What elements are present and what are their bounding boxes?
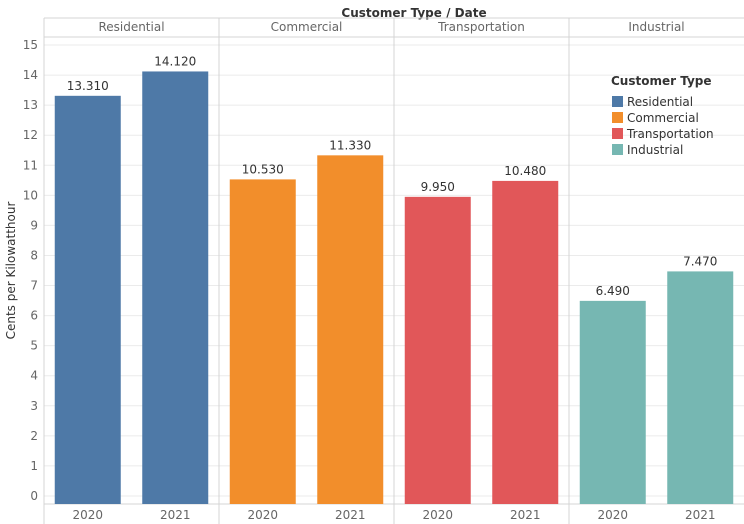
bar-value-label: 9.950 xyxy=(421,180,455,194)
bar-value-label: 10.530 xyxy=(242,162,284,176)
x-tick-label: 2021 xyxy=(685,508,716,522)
legend-item-label: Industrial xyxy=(627,143,683,157)
bar[interactable] xyxy=(54,95,121,504)
x-tick-label: 2020 xyxy=(422,508,453,522)
legend: Customer Type Residential Commercial Transp… xyxy=(611,74,714,157)
bar[interactable] xyxy=(404,196,471,504)
y-tick-label: 10 xyxy=(23,188,38,202)
y-axis-title: Cents per Kilowatthour xyxy=(4,202,18,340)
group-header: Industrial xyxy=(628,20,684,34)
bar[interactable] xyxy=(142,71,209,504)
bar[interactable] xyxy=(229,179,296,504)
y-tick-label: 2 xyxy=(30,429,38,443)
legend-item-label: Transportation xyxy=(626,127,714,141)
bar[interactable] xyxy=(579,300,646,504)
y-tick-label: 8 xyxy=(30,248,38,262)
y-tick-label: 6 xyxy=(30,309,38,323)
group-header: Commercial xyxy=(271,20,343,34)
bar-value-label: 10.480 xyxy=(504,164,546,178)
x-tick-label: 2020 xyxy=(247,508,278,522)
x-tick-label: 2020 xyxy=(72,508,103,522)
legend-swatch xyxy=(612,96,623,107)
x-tick-label: 2021 xyxy=(160,508,191,522)
x-tick-label: 2021 xyxy=(335,508,366,522)
bar-value-label: 13.310 xyxy=(67,79,109,93)
legend-swatch xyxy=(612,112,623,123)
legend-item-label: Residential xyxy=(627,95,693,109)
group-residential: Residential 13.310 2020 14.120 2021 xyxy=(54,20,209,522)
y-tick-label: 12 xyxy=(23,128,38,142)
legend-swatch xyxy=(612,144,623,155)
bar-value-label: 6.490 xyxy=(596,284,630,298)
y-tick-label: 5 xyxy=(30,339,38,353)
y-tick-label: 3 xyxy=(30,399,38,413)
group-header: Transportation xyxy=(437,20,525,34)
y-tick-label: 15 xyxy=(23,38,38,52)
legend-title: Customer Type xyxy=(611,74,712,88)
group-commercial: Commercial 10.530 2020 11.330 2021 xyxy=(218,18,384,524)
y-tick-label: 1 xyxy=(30,459,38,473)
bar[interactable] xyxy=(667,271,734,504)
legend-item-label: Commercial xyxy=(627,111,699,125)
y-tick-label: 0 xyxy=(30,489,38,503)
y-tick-label: 4 xyxy=(30,369,38,383)
bar[interactable] xyxy=(317,155,384,504)
x-tick-label: 2021 xyxy=(510,508,541,522)
legend-swatch xyxy=(612,128,623,139)
bar-value-label: 14.120 xyxy=(154,54,196,68)
group-industrial: Industrial 6.490 2020 7.470 2021 xyxy=(568,18,734,524)
bar[interactable] xyxy=(492,180,559,504)
bar-value-label: 7.470 xyxy=(683,254,717,268)
group-header: Residential xyxy=(98,20,164,34)
y-tick-label: 9 xyxy=(30,218,38,232)
y-tick-label: 14 xyxy=(23,68,38,82)
group-transportation: Transportation 9.950 2020 10.480 2021 xyxy=(393,18,559,524)
y-tick-label: 13 xyxy=(23,98,38,112)
chart-title: Customer Type / Date xyxy=(341,6,486,20)
y-tick-label: 11 xyxy=(23,158,38,172)
bar-value-label: 11.330 xyxy=(329,138,371,152)
y-tick-label: 7 xyxy=(30,279,38,293)
x-tick-label: 2020 xyxy=(597,508,628,522)
